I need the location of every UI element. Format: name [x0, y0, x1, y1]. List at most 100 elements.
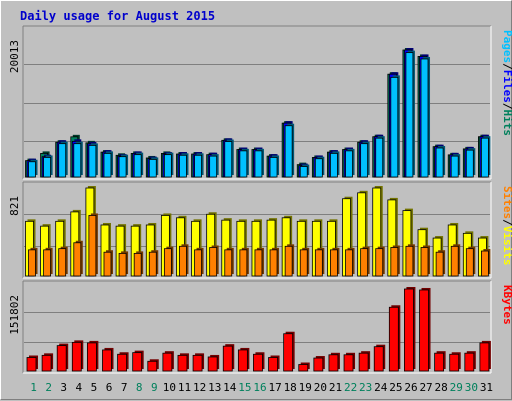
bar-kbytes-11 — [177, 354, 188, 372]
bar-pages-2 — [43, 157, 51, 178]
bar-pages-7 — [118, 156, 127, 178]
x-label-day-29: 29 — [450, 381, 463, 394]
bar-pages-17 — [269, 157, 278, 178]
bar-kbytes-9 — [147, 360, 158, 372]
bar-pages-20 — [314, 158, 323, 178]
legend-0: Pages/Files/Hits — [501, 30, 512, 136]
bar-pages-31 — [481, 137, 489, 178]
bar-sites-18 — [284, 245, 293, 277]
bar-kbytes-29 — [449, 353, 460, 372]
bar-kbytes-6 — [102, 349, 112, 372]
bar-sites-13 — [209, 247, 218, 277]
x-label-day-31: 31 — [480, 381, 493, 394]
bar-kbytes-16 — [253, 353, 263, 372]
bar-kbytes-10 — [162, 352, 173, 372]
x-label-day-21: 21 — [329, 381, 342, 394]
x-label-day-25: 25 — [389, 381, 402, 394]
bar-sites-17 — [269, 249, 278, 277]
x-label-day-19: 19 — [299, 381, 312, 394]
bar-pages-27 — [420, 58, 429, 178]
x-label-day-4: 4 — [76, 381, 83, 394]
x-label-day-11: 11 — [178, 381, 191, 394]
bar-kbytes-21 — [328, 354, 339, 372]
x-label-day-17: 17 — [268, 381, 281, 394]
bar-kbytes-19 — [298, 364, 309, 372]
bar-kbytes-7 — [117, 353, 127, 372]
x-label-day-20: 20 — [314, 381, 327, 394]
bar-kbytes-24 — [373, 346, 384, 372]
bar-pages-6 — [103, 152, 112, 178]
bar-pages-10 — [163, 154, 172, 178]
bar-pages-19 — [299, 166, 308, 178]
bar-sites-4 — [73, 242, 82, 277]
bar-pages-26 — [405, 52, 414, 178]
legend-item-1-2: Visits — [501, 226, 512, 266]
bar-sites-24 — [375, 248, 384, 277]
bar-sites-6 — [103, 251, 112, 277]
x-label-day-3: 3 — [60, 381, 67, 394]
bar-sites-1 — [28, 249, 36, 277]
bar-sites-30 — [465, 248, 474, 277]
x-label-day-14: 14 — [223, 381, 237, 394]
x-label-day-23: 23 — [359, 381, 372, 394]
x-label-day-30: 30 — [465, 381, 478, 394]
bar-kbytes-28 — [434, 352, 445, 372]
bar-sites-23 — [360, 248, 369, 277]
bar-sites-2 — [43, 249, 51, 277]
x-label-day-22: 22 — [344, 381, 357, 394]
x-label-day-8: 8 — [136, 381, 143, 394]
bar-pages-30 — [465, 149, 474, 178]
legend-item-0-4: Hits — [501, 110, 512, 137]
bar-kbytes-31 — [479, 342, 490, 372]
bar-kbytes-15 — [237, 349, 248, 372]
bar-kbytes-5 — [86, 342, 97, 372]
bar-pages-25 — [390, 76, 399, 178]
bar-pages-15 — [239, 150, 248, 178]
bar-sites-9 — [148, 251, 157, 277]
bar-sites-12 — [194, 249, 202, 277]
bar-pages-8 — [133, 154, 142, 178]
bar-pages-13 — [209, 155, 218, 178]
legend-item-1-0: Sites — [501, 186, 512, 219]
bar-pages-9 — [148, 159, 157, 178]
bar-kbytes-30 — [464, 352, 475, 372]
bar-pages-14 — [224, 141, 233, 178]
bar-sites-14 — [224, 249, 233, 277]
bar-sites-25 — [390, 247, 399, 277]
x-label-day-24: 24 — [374, 381, 388, 394]
bar-kbytes-17 — [268, 357, 278, 372]
x-label-day-1: 1 — [30, 381, 37, 394]
x-label-day-16: 16 — [253, 381, 266, 394]
bar-sites-10 — [163, 248, 172, 277]
bar-sites-15 — [239, 249, 248, 277]
x-label-day-27: 27 — [419, 381, 432, 394]
bar-sites-29 — [450, 245, 459, 277]
bar-sites-21 — [330, 249, 338, 277]
bar-pages-18 — [284, 125, 293, 178]
bar-sites-3 — [58, 248, 67, 277]
bar-kbytes-26 — [404, 288, 414, 372]
bar-pages-24 — [375, 137, 384, 178]
bar-pages-21 — [330, 152, 338, 178]
x-label-day-7: 7 — [121, 381, 128, 394]
bar-sites-16 — [254, 249, 263, 277]
bar-pages-12 — [194, 154, 202, 178]
bar-kbytes-12 — [192, 354, 203, 372]
bar-kbytes-23 — [358, 352, 369, 372]
legend-item-0-2: Files — [501, 70, 512, 103]
legend-item-2-0: KBytes — [501, 285, 512, 325]
y-max-label-1: 821 — [8, 196, 21, 216]
x-label-day-28: 28 — [435, 381, 448, 394]
bar-kbytes-8 — [132, 352, 143, 372]
x-label-day-13: 13 — [208, 381, 221, 394]
bar-kbytes-14 — [222, 345, 233, 372]
y-max-label-0: 20013 — [8, 40, 21, 73]
legend-1: Sites/Visits — [501, 186, 512, 266]
legend-item-0-1: / — [501, 63, 512, 70]
x-label-day-12: 12 — [193, 381, 206, 394]
bar-kbytes-22 — [343, 354, 354, 372]
bar-sites-22 — [345, 249, 353, 277]
bar-sites-31 — [481, 250, 489, 277]
